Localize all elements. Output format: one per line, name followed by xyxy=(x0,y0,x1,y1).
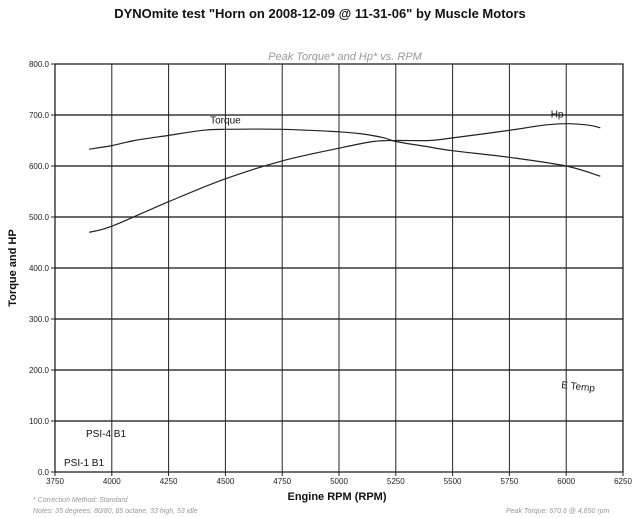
x-tick-label: 5500 xyxy=(444,477,462,486)
x-axis-ticks: 3750 4000 4250 4500 4750 5000 5250 5500 5750 6000… xyxy=(46,472,632,486)
y-tick-label: 700.0 xyxy=(29,111,50,120)
series-labels: Torque Hp xyxy=(210,110,564,127)
y-tick-label: 800.0 xyxy=(29,60,50,69)
chart-subtitle: Peak Torque* and Hp* vs. RPM xyxy=(268,51,423,63)
x-tick-label: 5750 xyxy=(501,477,519,486)
y-tick-label: 400.0 xyxy=(29,264,50,273)
x-tick-label: 3750 xyxy=(46,477,64,486)
x-tick-label: 4250 xyxy=(160,477,178,486)
annotation-psi1: PSI-1 B1 xyxy=(64,458,104,469)
series-line-hp xyxy=(88,123,601,233)
grid xyxy=(55,64,623,472)
x-tick-label: 5250 xyxy=(387,477,405,486)
series-lines xyxy=(88,123,601,233)
y-axis-label: Torque and HP xyxy=(7,229,19,306)
series-line-torque xyxy=(89,128,601,177)
footnote-peak: Peak Torque: 670.6 @ 4,650 rpm xyxy=(506,508,610,515)
annotation-psi4: PSI-4 B1 xyxy=(86,429,126,440)
x-tick-label: 4000 xyxy=(103,477,121,486)
y-tick-label: 500.0 xyxy=(29,213,50,222)
y-tick-label: 100.0 xyxy=(29,417,50,426)
x-tick-label: 6000 xyxy=(557,477,575,486)
y-tick-label: 600.0 xyxy=(29,162,50,171)
x-tick-label: 5000 xyxy=(330,477,348,486)
x-axis-label: Engine RPM (RPM) xyxy=(288,491,387,503)
annotation-e-temp: E Temp xyxy=(561,380,596,395)
series-label-torque: Torque xyxy=(210,115,241,126)
x-tick-label: 6250 xyxy=(614,477,632,486)
x-tick-label: 4500 xyxy=(217,477,235,486)
footnote-notes: Notes: 35 degrees, 80/80, 85 octane, 33 … xyxy=(33,508,198,515)
chart-title: DYNOmite test "Horn on 2008-12-09 @ 11-3… xyxy=(114,6,526,21)
y-axis-ticks: 0.0 100.0 200.0 300.0 400.0 500.0 600.0 700.0 80… xyxy=(29,60,55,477)
footnote-correction: * Correction Method: Standard xyxy=(33,497,129,504)
y-tick-label: 300.0 xyxy=(29,315,50,324)
series-label-hp: Hp xyxy=(551,110,564,121)
y-tick-label: 0.0 xyxy=(38,468,50,477)
y-tick-label: 200.0 xyxy=(29,366,50,375)
x-tick-label: 4750 xyxy=(273,477,291,486)
